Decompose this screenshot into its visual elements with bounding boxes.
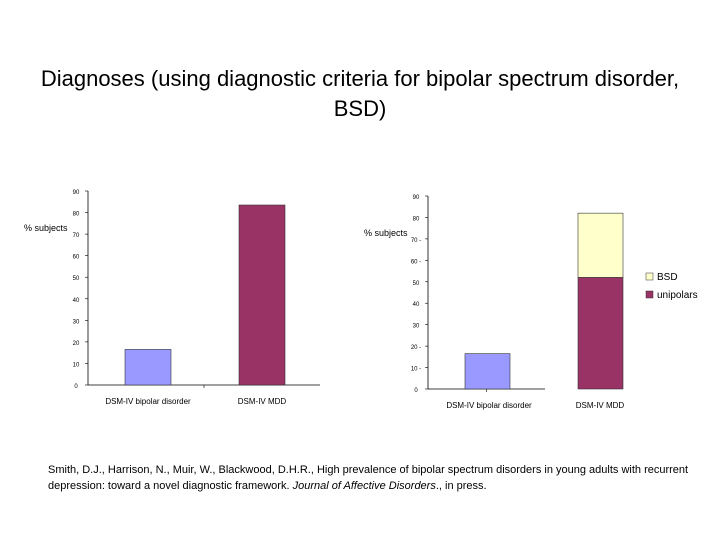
legend-swatch-BSD bbox=[645, 272, 654, 281]
bar-2 bbox=[238, 204, 286, 386]
chart-left: 0 10 20 30 40 50 60 70 80 90 % subjects DSM-IV bipo… bbox=[24, 190, 320, 406]
legend-swatch-unipolars bbox=[645, 290, 654, 299]
y-tick-label: 0 bbox=[74, 384, 78, 390]
y-tick-label: 60 - bbox=[411, 259, 421, 265]
y-tick-label: 50 bbox=[73, 276, 80, 282]
y-tick-label: 70 - bbox=[411, 238, 421, 244]
x-category-label: DSM-IV bipolar disorder bbox=[446, 401, 532, 410]
y-tick-label: 30 bbox=[413, 324, 420, 330]
y-tick-label: 60 bbox=[73, 255, 80, 261]
x-category-label: DSM-IV bipolar disorder bbox=[105, 397, 191, 406]
y-tick-label: 10 - bbox=[411, 367, 421, 373]
y-tick-label: 40 bbox=[413, 302, 420, 308]
chart-right: 0 10 - 20 - 30 40 50 60 - 70 - 80 90 % subjects DSM… bbox=[364, 195, 698, 410]
bar-1 bbox=[464, 353, 511, 390]
citation-text: Smith, D.J., Harrison, N., Muir, W., Bla… bbox=[48, 464, 689, 492]
citation-journal: Journal of Affective Disorders bbox=[292, 480, 436, 492]
x-category-label: DSM-IV MDD bbox=[576, 401, 625, 410]
y-tick-label: 80 bbox=[73, 212, 80, 218]
bar-segment-bsd bbox=[577, 212, 624, 278]
bar-1 bbox=[124, 349, 172, 386]
citation-suffix: ., in press. bbox=[435, 480, 487, 492]
legend-label-BSD: BSD bbox=[657, 272, 678, 283]
y-tick-label: 30 bbox=[73, 319, 80, 325]
y-axis-label: % subjects bbox=[364, 228, 408, 238]
y-tick-label: 20 - bbox=[411, 345, 421, 351]
slide-title: Diagnoses (using diagnostic criteria for… bbox=[40, 66, 680, 121]
y-tick-label: 80 bbox=[413, 216, 420, 222]
y-axis-label: % subjects bbox=[24, 223, 68, 233]
legend-label-unipolars: unipolars bbox=[657, 290, 698, 301]
citation: Smith, D.J., Harrison, N., Muir, W., Bla… bbox=[48, 462, 698, 494]
bar-segment-unipolars bbox=[577, 277, 624, 390]
y-tick-label: 0 bbox=[414, 388, 418, 394]
y-tick-label: 90 bbox=[73, 190, 80, 196]
y-tick-label: 90 bbox=[413, 195, 420, 201]
y-tick-label: 70 bbox=[73, 233, 80, 239]
x-category-label: DSM-IV MDD bbox=[238, 397, 287, 406]
y-tick-label: 20 bbox=[73, 341, 80, 347]
y-tick-label: 40 bbox=[73, 298, 80, 304]
y-tick-label: 50 bbox=[413, 281, 420, 287]
y-tick-label: 10 bbox=[73, 362, 80, 368]
